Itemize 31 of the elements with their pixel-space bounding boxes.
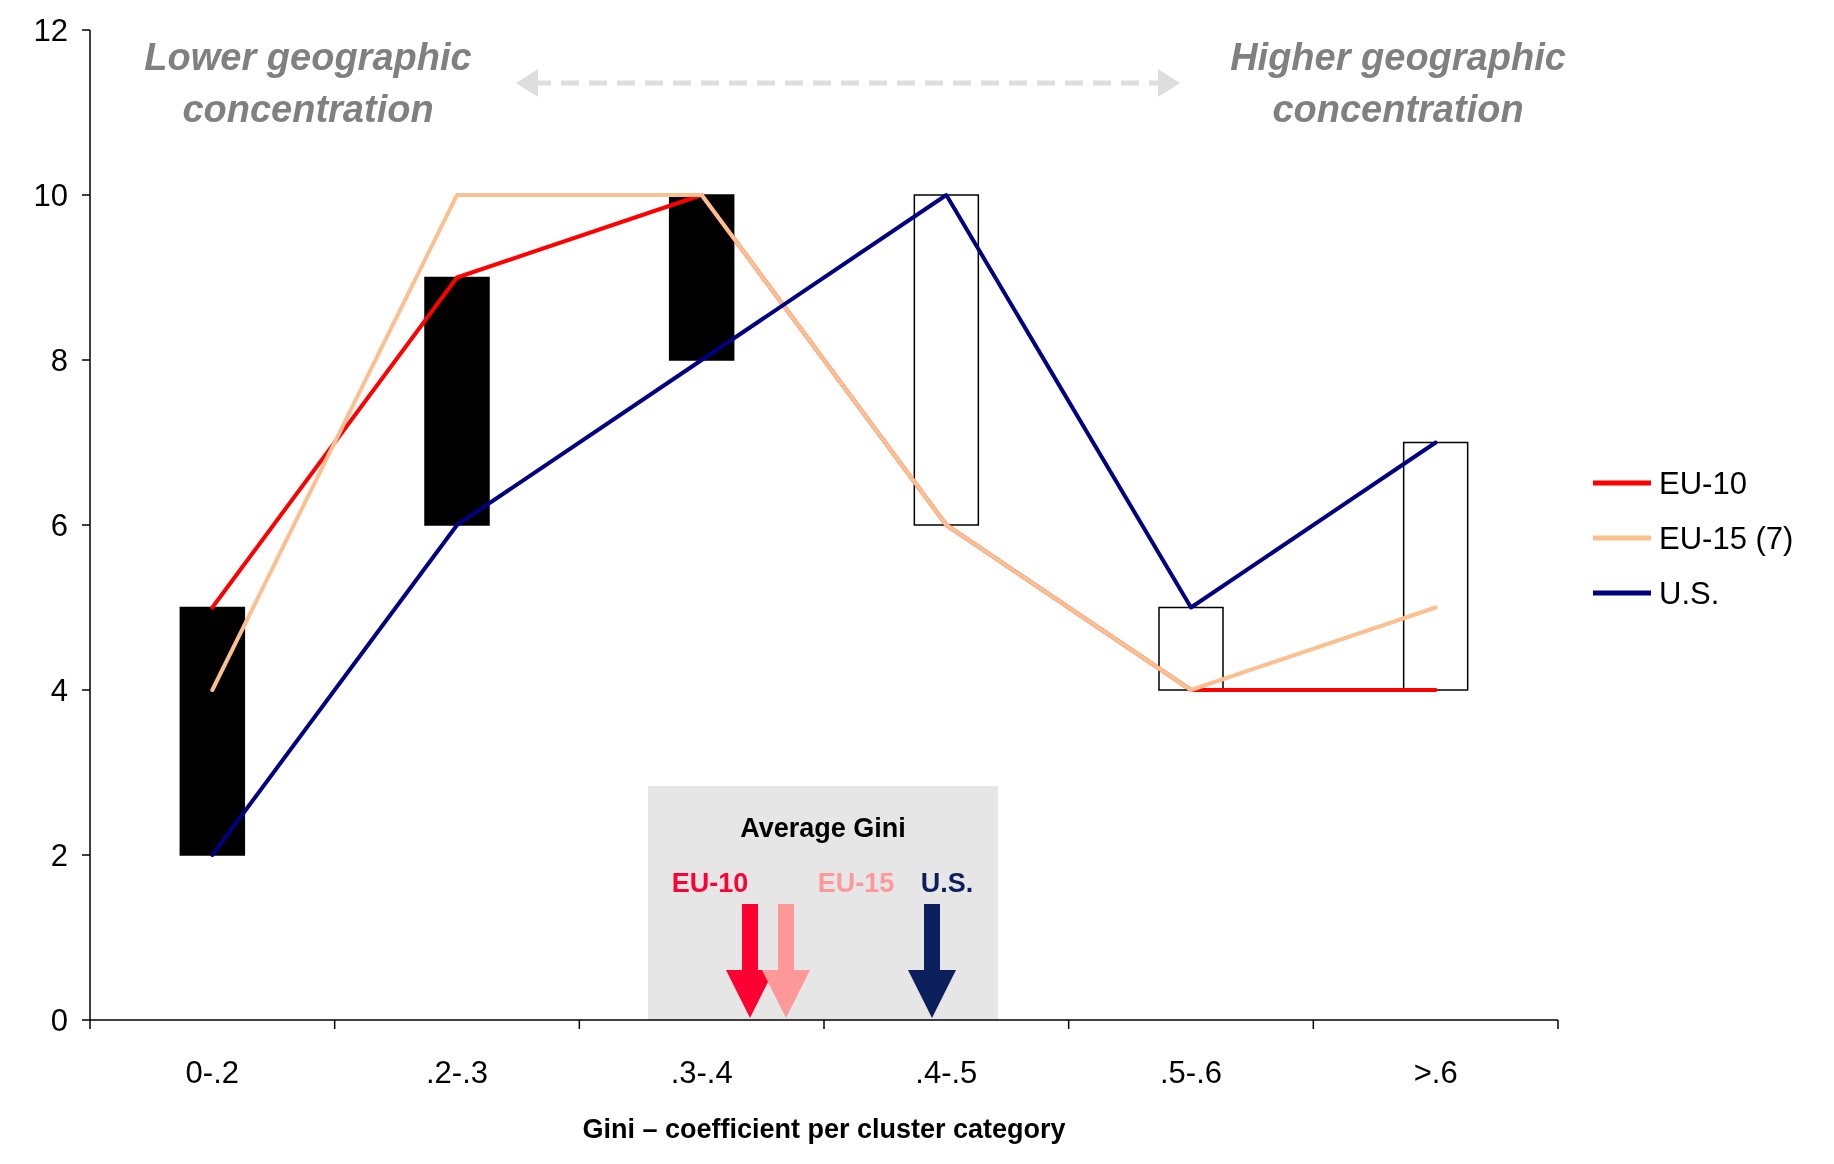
x-tick-label: 0-.2 [185, 1055, 240, 1090]
y-tick-label: 10 [33, 177, 68, 213]
legend-label: EU-10 [1659, 465, 1747, 501]
legend-label: EU-15 (7) [1659, 520, 1794, 556]
y-tick-label: 4 [50, 672, 68, 708]
annotation: U.S. [920, 868, 974, 898]
y-tick-label: 8 [50, 342, 68, 378]
x-tick-label: .5-.6 [1159, 1055, 1223, 1090]
annotation: Average Gini [740, 813, 906, 843]
bar [1402, 441, 1469, 691]
bar [668, 194, 735, 361]
bar [179, 606, 246, 856]
y-tick-label: 6 [50, 507, 68, 543]
y-tick-label: 12 [33, 12, 68, 48]
bar [913, 194, 980, 526]
x-tick-label: >.6 [1413, 1055, 1458, 1090]
annotation: EU-10 [671, 868, 749, 898]
y-tick-label: 0 [50, 1002, 68, 1038]
annotation: Lower geographic concentration [144, 36, 472, 130]
legend-label: U.S. [1659, 575, 1720, 611]
bar [424, 276, 490, 526]
x-tick-label: .2-.3 [425, 1055, 489, 1090]
x-tick-label: .3-.4 [670, 1055, 733, 1090]
line-series [210, 193, 1438, 692]
annotation: Higher geographic concentration [1230, 36, 1566, 130]
y-tick-label: 2 [50, 837, 68, 873]
annotation: EU-15 [817, 868, 895, 898]
x-axis-title: Gini – coefficient per cluster category [582, 1114, 1066, 1144]
line-series [210, 193, 1438, 857]
x-tick-label: .4-.5 [915, 1055, 978, 1090]
bar [1158, 606, 1224, 691]
